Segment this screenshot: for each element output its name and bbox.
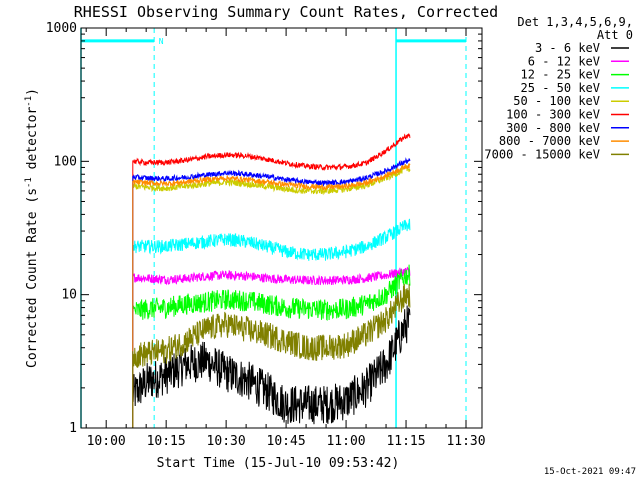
series-line-7 — [132, 157, 411, 428]
footer-timestamp: 15-Oct-2021 09:47 — [544, 467, 636, 477]
legend-label: 25 - 50 keV — [521, 81, 600, 95]
x-tick-label: 10:45 — [267, 434, 306, 449]
x-tick-label: 10:00 — [87, 434, 126, 449]
y-axis-label-middle: detector — [25, 107, 40, 178]
series-line-9 — [132, 283, 411, 428]
y-tick-label: 1000 — [46, 21, 77, 36]
y-axis: 1 10 100 1000 — [46, 21, 482, 436]
legend-label: 6 - 12 keV — [528, 54, 600, 68]
series-line-2 — [132, 266, 411, 428]
y-tick-label: 1 — [69, 421, 77, 436]
y-axis-label-suffix: ) — [25, 88, 40, 96]
y-axis-label-superscript-1: -1 — [24, 177, 34, 188]
legend-header-attenuator: Att 0 — [597, 28, 633, 42]
x-axis-label: Start Time (15-Jul-10 09:53:42) — [157, 456, 400, 471]
series-line-5 — [132, 163, 411, 428]
x-tick-label: 10:15 — [147, 434, 186, 449]
legend-header-detectors: Det 1,3,4,5,6,9, — [517, 15, 633, 29]
legend-label: 12 - 25 keV — [521, 68, 600, 82]
y-tick-label: 10 — [61, 288, 77, 303]
x-tick-label: 11:15 — [386, 434, 425, 449]
series-line-1 — [132, 305, 411, 428]
x-tick-label: 11:00 — [326, 434, 365, 449]
night-marker-label: N — [159, 37, 164, 46]
series-line-4 — [132, 218, 411, 428]
series-line-3 — [132, 264, 411, 428]
y-axis-label-superscript-2: -1 — [24, 96, 34, 107]
legend-label: 50 - 100 keV — [513, 94, 600, 108]
plot-frame — [80, 27, 483, 429]
x-axis: 10:00 10:15 10:30 10:45 11:00 11:15 11:30 — [85, 28, 486, 449]
series-line-8 — [132, 163, 411, 428]
x-tick-label: 10:30 — [207, 434, 246, 449]
x-tick-label: 11:30 — [446, 434, 485, 449]
plot-area: N — [80, 28, 467, 428]
y-axis-label: Corrected Count Rate (s-1 detector-1) — [24, 88, 40, 368]
chart-title: RHESSI Observing Summary Count Rates, Co… — [74, 3, 498, 21]
legend-label: 3 - 6 keV — [535, 41, 600, 55]
y-tick-label: 100 — [54, 154, 77, 169]
y-axis-label-prefix: Corrected Count Rate (s — [25, 188, 40, 368]
series-line-6 — [132, 133, 411, 428]
legend-label: 100 - 300 keV — [506, 108, 600, 122]
legend-label: 800 - 7000 keV — [499, 134, 600, 148]
legend-label: 300 - 800 keV — [506, 121, 600, 135]
legend-label: 7000 - 15000 keV — [484, 147, 600, 161]
